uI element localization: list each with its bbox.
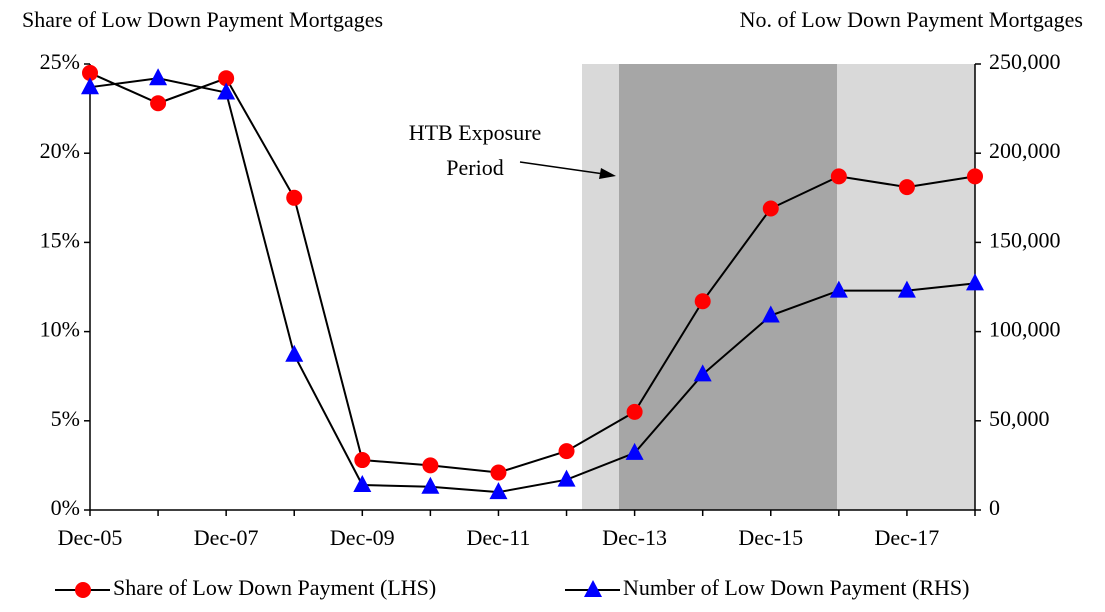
right-axis-title: No. of Low Down Payment Mortgages bbox=[740, 7, 1083, 32]
point bbox=[897, 280, 916, 298]
point bbox=[489, 482, 508, 500]
x-tick-label: Dec-11 bbox=[466, 525, 530, 550]
x-tick-label: Dec-07 bbox=[194, 525, 259, 550]
y2-tick-label: 150,000 bbox=[989, 227, 1061, 252]
y2-tick-label: 50,000 bbox=[989, 406, 1050, 431]
legend-marker bbox=[584, 580, 602, 597]
left-axis-title: Share of Low Down Payment Mortgages bbox=[22, 7, 383, 32]
point bbox=[285, 344, 304, 362]
point bbox=[150, 95, 167, 112]
annotation-arrow bbox=[519, 161, 605, 175]
point bbox=[898, 179, 915, 196]
point bbox=[830, 168, 847, 185]
point bbox=[353, 475, 372, 493]
legend-marker bbox=[75, 582, 91, 598]
point bbox=[625, 442, 644, 460]
y2-tick-label: 200,000 bbox=[989, 138, 1061, 163]
legend-label: Share of Low Down Payment (LHS) bbox=[113, 575, 436, 600]
point bbox=[762, 200, 779, 217]
arrow-head bbox=[599, 168, 616, 179]
x-tick-label: Dec-15 bbox=[738, 525, 803, 550]
point bbox=[81, 77, 99, 95]
y-tick-label: 20% bbox=[40, 138, 80, 163]
annotation: Period bbox=[446, 155, 503, 180]
y2-tick-label: 250,000 bbox=[989, 49, 1061, 74]
point bbox=[286, 189, 303, 206]
y2-tick-label: 100,000 bbox=[989, 317, 1061, 342]
y-tick-label: 5% bbox=[51, 406, 80, 431]
y-tick-label: 15% bbox=[40, 227, 80, 252]
x-tick-label: Dec-05 bbox=[58, 525, 123, 550]
series-line bbox=[89, 72, 976, 474]
x-tick-label: Dec-17 bbox=[875, 525, 940, 550]
point bbox=[626, 403, 643, 420]
point bbox=[694, 293, 711, 310]
point bbox=[217, 82, 236, 100]
point bbox=[761, 305, 780, 323]
y-tick-label: 25% bbox=[40, 49, 80, 74]
point bbox=[218, 70, 235, 87]
point bbox=[967, 168, 983, 185]
point bbox=[82, 64, 98, 81]
point bbox=[149, 68, 168, 86]
x-tick-label: Dec-13 bbox=[602, 525, 667, 550]
point bbox=[354, 452, 371, 469]
y2-tick-label: 0 bbox=[989, 495, 1000, 520]
y-tick-label: 0% bbox=[51, 495, 80, 520]
point bbox=[829, 280, 848, 298]
annotation: HTB Exposure bbox=[409, 120, 542, 145]
point bbox=[421, 476, 440, 494]
exposure-period bbox=[619, 64, 837, 510]
series-line bbox=[89, 77, 976, 494]
point bbox=[557, 469, 576, 487]
point bbox=[966, 273, 984, 291]
point bbox=[558, 443, 575, 460]
x-tick-label: Dec-09 bbox=[330, 525, 395, 550]
point bbox=[693, 364, 712, 382]
point bbox=[422, 457, 439, 474]
y-tick-label: 10% bbox=[40, 317, 80, 342]
point bbox=[490, 464, 507, 481]
legend-label: Number of Low Down Payment (RHS) bbox=[623, 575, 969, 600]
